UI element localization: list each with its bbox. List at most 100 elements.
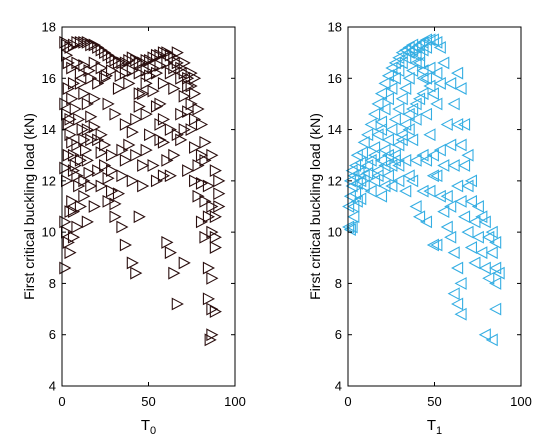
data-point <box>492 266 505 280</box>
y-tick-label: 18 <box>328 20 342 35</box>
data-point <box>402 123 415 136</box>
data-point <box>385 159 398 172</box>
data-point <box>164 66 177 80</box>
data-point <box>78 87 91 101</box>
data-point <box>457 118 471 131</box>
data-point <box>78 35 91 49</box>
data-point <box>447 287 460 301</box>
data-point <box>409 97 422 111</box>
data-point <box>409 153 422 167</box>
data-point <box>451 261 464 275</box>
data-point <box>419 41 433 54</box>
data-point <box>59 215 72 229</box>
data-point <box>164 246 177 260</box>
data-point <box>357 169 370 183</box>
data-point <box>171 46 184 60</box>
data-point <box>357 179 370 193</box>
data-point <box>126 51 139 65</box>
data-point <box>150 174 164 188</box>
data-point <box>161 153 174 167</box>
data-point <box>454 82 467 95</box>
x-axis-label-subscript: 0 <box>150 425 156 437</box>
data-point <box>392 174 405 188</box>
data-point <box>402 71 415 85</box>
data-point <box>178 89 191 103</box>
data-point <box>164 123 177 136</box>
data-point <box>130 112 143 126</box>
data-point <box>133 66 146 80</box>
data-point <box>154 48 167 62</box>
data-point <box>192 159 205 172</box>
data-point <box>368 141 381 154</box>
data-point <box>475 246 488 260</box>
data-point <box>126 256 139 270</box>
data-point <box>433 143 446 157</box>
data-point <box>85 38 98 52</box>
data-point <box>74 153 87 167</box>
data-point <box>347 210 360 224</box>
data-point <box>69 102 82 116</box>
data-point <box>66 92 79 106</box>
data-point <box>123 53 136 67</box>
data-point <box>195 148 209 162</box>
data-point <box>478 328 491 342</box>
data-point <box>144 69 157 83</box>
data-point <box>489 261 502 275</box>
data-point <box>416 87 429 101</box>
data-point <box>402 41 415 54</box>
data-point <box>85 179 98 193</box>
data-point <box>189 87 202 101</box>
data-point <box>385 179 398 193</box>
data-point <box>426 87 439 101</box>
data-point <box>430 97 443 111</box>
data-point <box>71 220 84 234</box>
data-point <box>71 35 84 49</box>
data-point <box>161 46 174 60</box>
y-axis-label: First critical buckling load (kN) <box>307 113 323 300</box>
data-point <box>105 51 119 65</box>
data-point <box>195 177 209 190</box>
data-point <box>419 215 433 229</box>
data-point <box>92 133 105 147</box>
data-point <box>140 77 153 90</box>
data-point <box>371 169 384 183</box>
data-point <box>192 102 205 116</box>
data-point <box>185 123 198 136</box>
data-point <box>140 107 153 121</box>
data-point <box>130 53 143 67</box>
data-point <box>385 123 398 136</box>
data-point <box>464 174 478 188</box>
y-tick-label: 14 <box>328 122 342 137</box>
data-point <box>447 159 460 172</box>
data-point <box>381 69 394 83</box>
y-tick-label: 4 <box>335 379 342 394</box>
data-point <box>478 215 491 229</box>
data-point <box>67 230 81 244</box>
data-point <box>412 48 426 62</box>
data-point <box>416 148 429 162</box>
x-tick-label: 50 <box>141 394 155 409</box>
data-point <box>78 174 91 188</box>
data-point <box>67 77 81 90</box>
data-point <box>406 174 419 188</box>
data-point <box>426 238 439 252</box>
data-point <box>147 61 160 75</box>
data-point <box>175 107 188 121</box>
data-point <box>454 307 467 321</box>
data-point <box>80 143 93 157</box>
data-point <box>66 194 79 208</box>
data-point <box>202 179 215 193</box>
data-point <box>416 184 429 198</box>
data-point <box>471 230 484 244</box>
data-point <box>67 38 81 52</box>
data-point <box>102 171 115 185</box>
data-point <box>185 66 198 80</box>
data-point <box>395 46 408 60</box>
data-point <box>137 87 150 101</box>
data-point <box>378 159 391 172</box>
data-point <box>126 174 139 188</box>
data-point <box>150 48 164 62</box>
data-point <box>416 35 429 49</box>
data-point <box>185 97 198 111</box>
data-point <box>374 115 388 129</box>
